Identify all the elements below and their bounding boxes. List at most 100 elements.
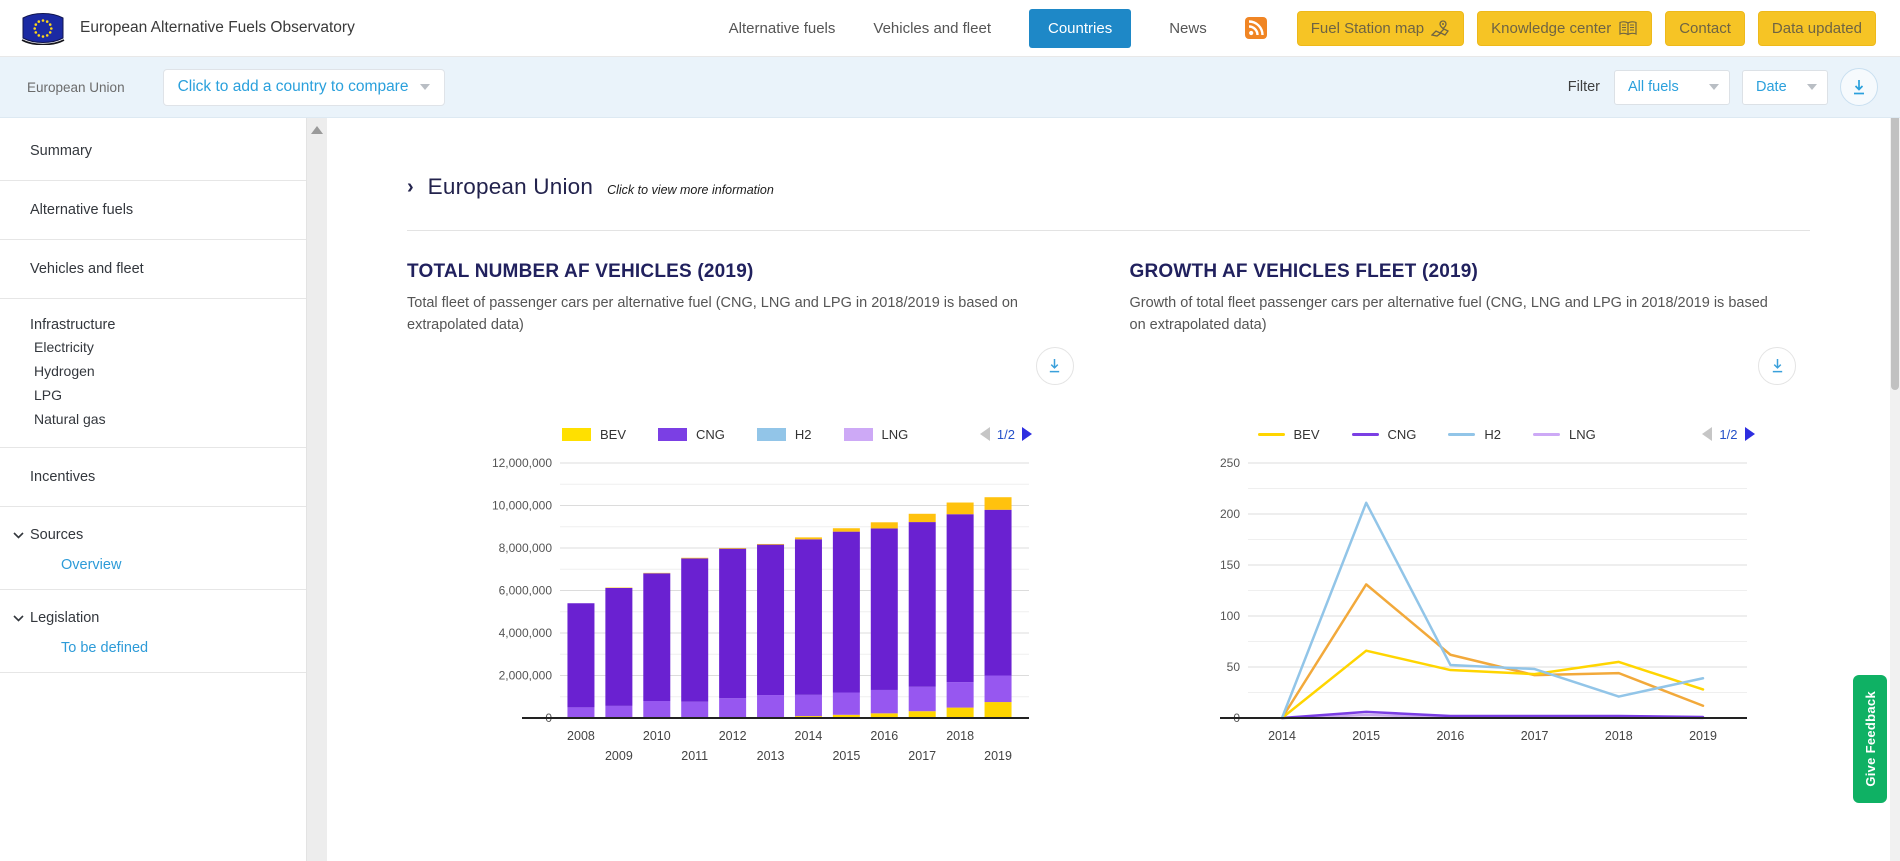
- legend-page-indicator: 1/2: [997, 427, 1015, 442]
- bar-chart-canvas: 02,000,0004,000,0006,000,0008,000,00010,…: [467, 448, 1032, 770]
- svg-text:150: 150: [1219, 558, 1239, 572]
- selected-country-label: European Union: [27, 80, 125, 95]
- download-chart-button[interactable]: [1758, 347, 1796, 385]
- legend-next-icon[interactable]: [1745, 427, 1755, 441]
- nav-countries[interactable]: Countries: [1029, 9, 1131, 48]
- chart-legend: BEV CNG H2 LNG: [562, 427, 908, 442]
- scrollbar-thumb[interactable]: [1891, 95, 1899, 390]
- sidebar-link-overview[interactable]: Overview: [0, 549, 306, 589]
- svg-text:2014: 2014: [795, 729, 823, 743]
- add-country-compare-dropdown[interactable]: Click to add a country to compare: [163, 69, 446, 106]
- legend-page-indicator: 1/2: [1719, 427, 1737, 442]
- legend-item-h2[interactable]: H2: [757, 427, 812, 442]
- sidebar-item-lpg[interactable]: LPG: [0, 383, 306, 407]
- legend-item-h2[interactable]: H2: [1448, 427, 1501, 442]
- svg-text:2016: 2016: [1436, 729, 1464, 743]
- legend-item-lng[interactable]: LNG: [1533, 427, 1596, 442]
- download-chart-button[interactable]: [1036, 347, 1074, 385]
- give-feedback-button[interactable]: Give Feedback: [1853, 675, 1887, 803]
- knowledge-center-label: Knowledge center: [1491, 20, 1611, 37]
- legend-pagination: 1/2: [1702, 427, 1754, 442]
- svg-text:2016: 2016: [870, 729, 898, 743]
- page-scrollbar[interactable]: [1890, 0, 1900, 861]
- svg-text:2012: 2012: [719, 729, 747, 743]
- sidebar-item-natural-gas[interactable]: Natural gas: [0, 407, 306, 431]
- data-updated-label: Data updated: [1772, 20, 1862, 37]
- legend-item-cng[interactable]: CNG: [1352, 427, 1417, 442]
- svg-text:2009: 2009: [605, 749, 633, 763]
- sidebar-item-electricity[interactable]: Electricity: [0, 335, 306, 359]
- svg-text:2017: 2017: [908, 749, 936, 763]
- legend-item-bev[interactable]: BEV: [562, 427, 626, 442]
- knowledge-center-button[interactable]: Knowledge center: [1477, 11, 1652, 46]
- chevron-down-icon: [13, 615, 24, 622]
- svg-text:2,000,000: 2,000,000: [499, 668, 553, 682]
- filter-controls: Filter All fuels Date: [1568, 68, 1878, 106]
- svg-text:100: 100: [1219, 609, 1239, 623]
- country-heading[interactable]: › European Union Click to view more info…: [407, 174, 1810, 200]
- nav-news[interactable]: News: [1169, 20, 1207, 37]
- rss-icon[interactable]: [1245, 17, 1267, 39]
- chart-legend-row: BEV CNG H2 LNG 1/2: [1190, 427, 1755, 442]
- chevron-down-icon: [13, 532, 24, 539]
- sidebar-group-infrastructure: Infrastructure Electricity Hydrogen LPG …: [0, 299, 306, 447]
- filter-label: Filter: [1568, 79, 1600, 95]
- sidebar-item-vehicles-and-fleet[interactable]: Vehicles and fleet: [0, 240, 306, 298]
- svg-text:8,000,000: 8,000,000: [499, 541, 553, 555]
- fuel-filter-select[interactable]: All fuels: [1614, 70, 1730, 105]
- legend-swatch: [658, 428, 687, 441]
- nav-alternative-fuels[interactable]: Alternative fuels: [729, 20, 836, 37]
- legend-next-icon[interactable]: [1022, 427, 1032, 441]
- svg-text:2018: 2018: [1604, 729, 1632, 743]
- legend-swatch: [1352, 433, 1379, 436]
- fuel-filter-value: All fuels: [1628, 79, 1679, 95]
- legend-swatch: [1533, 433, 1560, 436]
- svg-text:2018: 2018: [946, 729, 974, 743]
- svg-text:2013: 2013: [757, 749, 785, 763]
- divider: [0, 672, 306, 673]
- svg-text:2019: 2019: [1689, 729, 1717, 743]
- sidebar-item-infrastructure[interactable]: Infrastructure: [0, 317, 306, 335]
- inner-scrollbar[interactable]: [306, 118, 327, 861]
- sidebar-item-sources[interactable]: Sources: [0, 507, 306, 549]
- scroll-up-arrow-icon[interactable]: [311, 126, 323, 134]
- chart-title: TOTAL NUMBER AF VEHICLES (2019): [407, 261, 1088, 283]
- legend-item-cng[interactable]: CNG: [658, 427, 725, 442]
- svg-text:2010: 2010: [643, 729, 671, 743]
- legend-item-lng[interactable]: LNG: [844, 427, 909, 442]
- sidebar-item-legislation[interactable]: Legislation: [0, 590, 306, 632]
- chevron-right-icon: ›: [407, 176, 414, 199]
- sidebar-link-to-be-defined[interactable]: To be defined: [0, 632, 306, 672]
- svg-text:50: 50: [1226, 660, 1240, 674]
- svg-text:2008: 2008: [567, 729, 595, 743]
- nav-vehicles-and-fleet[interactable]: Vehicles and fleet: [873, 20, 991, 37]
- sidebar-item-incentives[interactable]: Incentives: [0, 448, 306, 506]
- svg-text:4,000,000: 4,000,000: [499, 626, 553, 640]
- svg-text:200: 200: [1219, 507, 1239, 521]
- map-icon: [1431, 20, 1450, 37]
- fuel-station-map-button[interactable]: Fuel Station map: [1297, 11, 1464, 46]
- sidebar-item-alternative-fuels[interactable]: Alternative fuels: [0, 181, 306, 239]
- legend-pagination: 1/2: [980, 427, 1032, 442]
- header-actions: Fuel Station map Knowledge center Contac…: [1297, 11, 1876, 46]
- download-all-button[interactable]: [1840, 68, 1878, 106]
- legend-prev-icon[interactable]: [1702, 427, 1712, 441]
- svg-text:2017: 2017: [1520, 729, 1548, 743]
- download-icon: [1851, 79, 1867, 96]
- eu-flag-icon: [20, 11, 66, 45]
- legend-swatch: [757, 428, 786, 441]
- sidebar: Summary Alternative fuels Vehicles and f…: [0, 118, 306, 861]
- sidebar-item-hydrogen[interactable]: Hydrogen: [0, 359, 306, 383]
- date-filter-select[interactable]: Date: [1742, 70, 1828, 105]
- legend-item-bev[interactable]: BEV: [1258, 427, 1320, 442]
- legend-swatch: [562, 428, 591, 441]
- divider: [407, 230, 1810, 231]
- chart-card-growth-fleet: GROWTH AF VEHICLES FLEET (2019) Growth o…: [1130, 261, 1811, 770]
- legend-prev-icon[interactable]: [980, 427, 990, 441]
- sidebar-item-summary[interactable]: Summary: [0, 122, 306, 180]
- fuel-station-map-label: Fuel Station map: [1311, 20, 1424, 37]
- svg-text:250: 250: [1219, 456, 1239, 470]
- contact-button[interactable]: Contact: [1665, 11, 1745, 46]
- download-icon: [1770, 358, 1785, 374]
- data-updated-button[interactable]: Data updated: [1758, 11, 1876, 46]
